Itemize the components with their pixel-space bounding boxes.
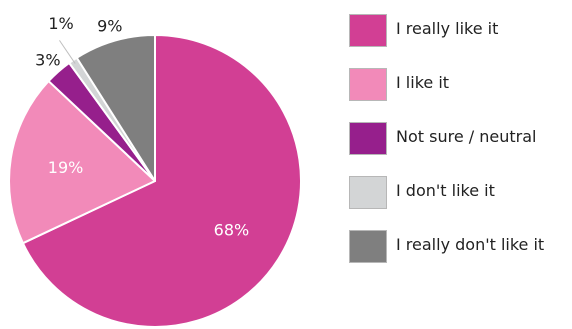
legend-swatch-neutral: [349, 122, 387, 155]
legend-item-really-like: I really like it: [349, 13, 571, 49]
data-label-really-dont-like: 9%: [97, 16, 122, 35]
data-label-really-like: 68%: [214, 221, 250, 240]
legend-item-really-dont-like: I really don't like it: [349, 229, 571, 265]
legend-swatch-dont-like: [349, 176, 387, 209]
legend-swatch-really-like: [349, 14, 387, 47]
pie-slice-really-dont-like: [75, 34, 156, 182]
pie-slice-like: [8, 80, 156, 245]
pie-slice-really-like: [21, 34, 302, 328]
legend-label-like: I like it: [396, 73, 450, 92]
legend-label-neutral: Not sure / neutral: [396, 127, 537, 146]
legend-item-dont-like: I don't like it: [349, 175, 571, 211]
pie-slices: [8, 34, 302, 328]
legend-swatch-like: [349, 68, 387, 101]
legend-label-really-dont-like: I really don't like it: [396, 235, 545, 254]
pie-labels: 68% 19% 3% 1% 9%: [35, 14, 249, 240]
data-label-dont-like: 1%: [48, 14, 73, 33]
legend-item-like: I like it: [349, 67, 571, 103]
legend-item-neutral: Not sure / neutral: [349, 121, 571, 157]
legend: I really like it I like it Not sure / ne…: [349, 13, 571, 283]
legend-label-dont-like: I don't like it: [396, 181, 495, 200]
data-label-neutral: 3%: [35, 50, 60, 69]
legend-label-really-like: I really like it: [396, 19, 499, 38]
leader-line-dont-like: [59, 40, 76, 64]
data-label-like: 19%: [48, 158, 84, 177]
legend-swatch-really-dont-like: [349, 230, 387, 263]
